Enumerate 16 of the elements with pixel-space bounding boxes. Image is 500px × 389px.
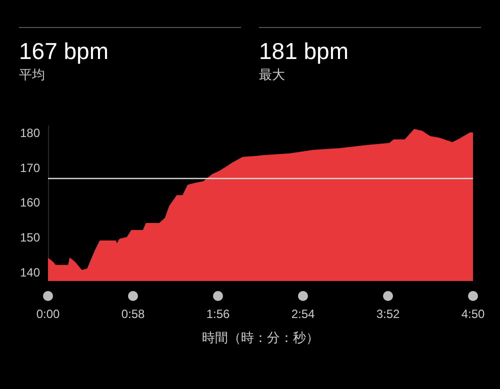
text: 平均 (19, 67, 45, 84)
y-tick-label: 140 (20, 265, 40, 280)
x-tick-label: 4:50 (461, 307, 485, 321)
text: 181 bpm (259, 38, 349, 65)
x-tick-label: 1:56 (206, 307, 230, 321)
y-tick-label: 170 (20, 160, 40, 175)
x-tick-label: 2:54 (291, 307, 315, 321)
text: 最大 (259, 67, 285, 84)
x-tick-label: 0:00 (36, 307, 60, 321)
x-tick-label: 0:58 (121, 307, 145, 321)
y-tick-label: 180 (20, 126, 40, 140)
text: 167 bpm (19, 38, 109, 65)
x-tick-label: 3:52 (376, 307, 400, 321)
y-tick-label: 160 (20, 196, 40, 210)
x-axis-title: 時間（時：分：秒） (202, 331, 319, 346)
y-tick-label: 150 (20, 230, 40, 244)
